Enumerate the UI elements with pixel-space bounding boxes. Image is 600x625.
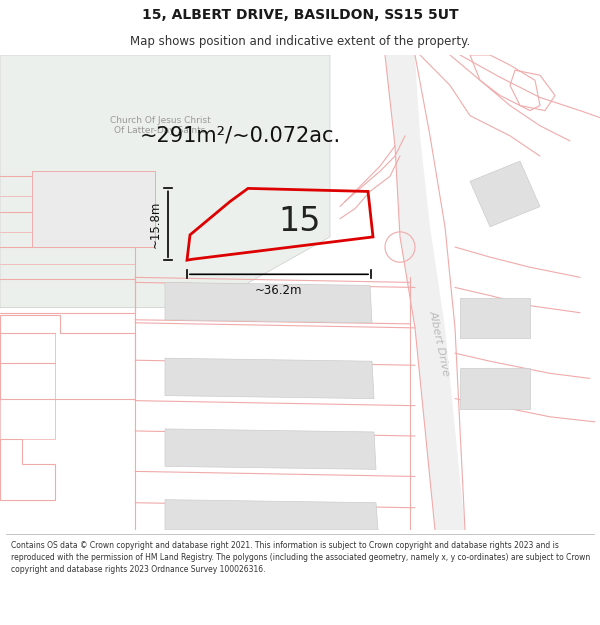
Text: ~36.2m: ~36.2m [255, 284, 303, 298]
Polygon shape [165, 429, 376, 469]
Text: 15: 15 [279, 205, 321, 238]
Polygon shape [165, 499, 378, 530]
Text: Church Of Jesus Christ
Of Latter-Day Saints: Church Of Jesus Christ Of Latter-Day Sai… [110, 116, 211, 136]
Polygon shape [165, 358, 374, 399]
Polygon shape [165, 282, 372, 323]
Polygon shape [460, 298, 530, 338]
Text: ~291m²/~0.072ac.: ~291m²/~0.072ac. [139, 126, 341, 146]
Text: Albert Drive: Albert Drive [428, 309, 452, 377]
Text: Contains OS data © Crown copyright and database right 2021. This information is : Contains OS data © Crown copyright and d… [11, 541, 590, 574]
Polygon shape [460, 368, 530, 409]
Polygon shape [32, 171, 155, 247]
Polygon shape [0, 55, 330, 308]
Polygon shape [385, 55, 465, 530]
Text: 15, ALBERT DRIVE, BASILDON, SS15 5UT: 15, ALBERT DRIVE, BASILDON, SS15 5UT [142, 8, 458, 22]
Polygon shape [470, 161, 540, 227]
Text: Map shows position and indicative extent of the property.: Map shows position and indicative extent… [130, 35, 470, 48]
Text: ~15.8m: ~15.8m [149, 201, 162, 248]
